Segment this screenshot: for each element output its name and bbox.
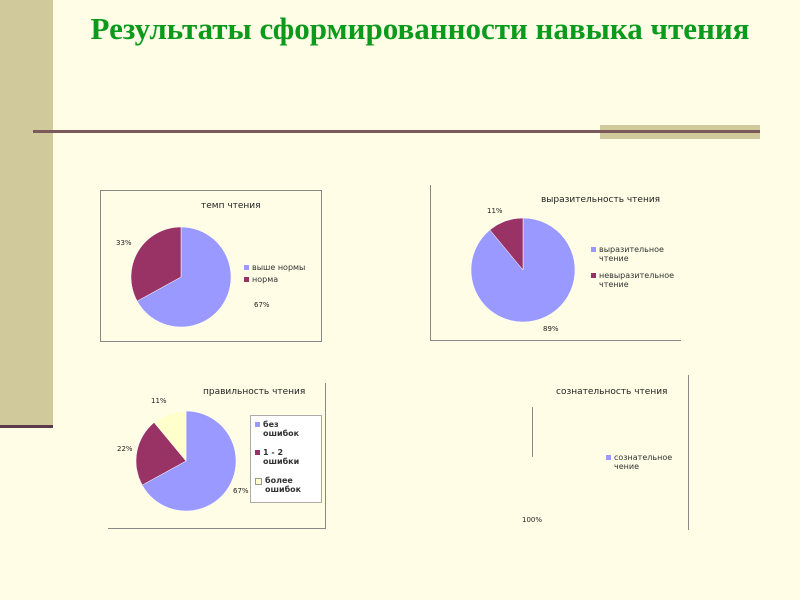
- chart-legend: выше нормы норма: [244, 263, 320, 287]
- legend-item: норма: [244, 275, 320, 284]
- legend-label: без ошибок: [263, 420, 300, 438]
- legend-swatch: [255, 422, 260, 427]
- legend-item: более ошибок: [255, 476, 317, 494]
- legend-item: сознательное чение: [606, 453, 686, 471]
- chart-title: сознательность чтения: [556, 387, 668, 397]
- data-label: 89%: [543, 325, 559, 333]
- data-label: 11%: [487, 207, 503, 215]
- data-label: 67%: [254, 301, 270, 309]
- pie-slice: [136, 226, 232, 328]
- pie-svg: [130, 226, 232, 328]
- chart-title: выразительность чтения: [541, 195, 661, 205]
- chart-reading-expressiveness: выразительность чтения 11% 89% выразител…: [430, 185, 681, 341]
- data-label: 11%: [151, 397, 167, 405]
- legend-swatch: [606, 455, 611, 460]
- legend-item: невыразительное чтение: [591, 271, 681, 289]
- sidebar-divider: [0, 425, 53, 428]
- pie-slice: [135, 422, 187, 486]
- legend-item: выше нормы: [244, 263, 320, 272]
- chart-legend: без ошибок 1 - 2 ошибки более ошибок: [250, 415, 322, 503]
- slide-sidebar: [0, 0, 53, 425]
- data-label: 22%: [117, 445, 133, 453]
- legend-label: 1 - 2 ошибки: [263, 448, 300, 466]
- chart-reading-accuracy: правильность чтения 11% 22% 67% без ошиб…: [108, 383, 326, 529]
- legend-swatch: [255, 478, 262, 485]
- chart-title: темп чтения: [201, 201, 261, 211]
- legend-swatch: [255, 450, 260, 455]
- chart-reading-consciousness: сознательность чтения 100% сознательное …: [520, 375, 689, 530]
- legend-swatch: [244, 277, 249, 282]
- axis-line: [532, 407, 533, 457]
- pie-svg: [135, 410, 237, 512]
- legend-swatch: [591, 247, 596, 252]
- slide-title: Результаты сформированности навыка чтени…: [90, 11, 750, 46]
- data-label: 100%: [522, 516, 543, 524]
- data-label: 33%: [116, 239, 132, 247]
- legend-label: выше нормы: [252, 263, 306, 272]
- legend-label: более ошибок: [265, 476, 302, 494]
- legend-swatch: [591, 273, 596, 278]
- pie-svg: [470, 217, 576, 323]
- legend-label: невыразительное чтение: [599, 271, 675, 289]
- legend-item: выразительное чтение: [591, 245, 681, 263]
- pie-slice: [141, 410, 237, 512]
- data-label: 67%: [233, 487, 249, 495]
- chart-title: правильность чтения: [203, 387, 306, 397]
- legend-swatch: [244, 265, 249, 270]
- legend-item: 1 - 2 ошибки: [255, 448, 317, 466]
- legend-label: выразительное чтение: [599, 245, 664, 263]
- title-accent-line: [600, 130, 760, 133]
- legend-item: без ошибок: [255, 420, 317, 438]
- pie-slice: [489, 217, 524, 271]
- legend-label: сознательное чение: [614, 453, 673, 471]
- pie-slice: [130, 226, 182, 302]
- chart-reading-speed: темп чтения 33% 67% выше нормы норма: [100, 190, 322, 342]
- title-rule: [33, 130, 760, 133]
- legend-label: норма: [252, 275, 279, 284]
- chart-legend: выразительное чтение невыразительное чте…: [591, 245, 681, 292]
- chart-legend: сознательное чение: [606, 453, 686, 474]
- pie-slice: [153, 410, 187, 462]
